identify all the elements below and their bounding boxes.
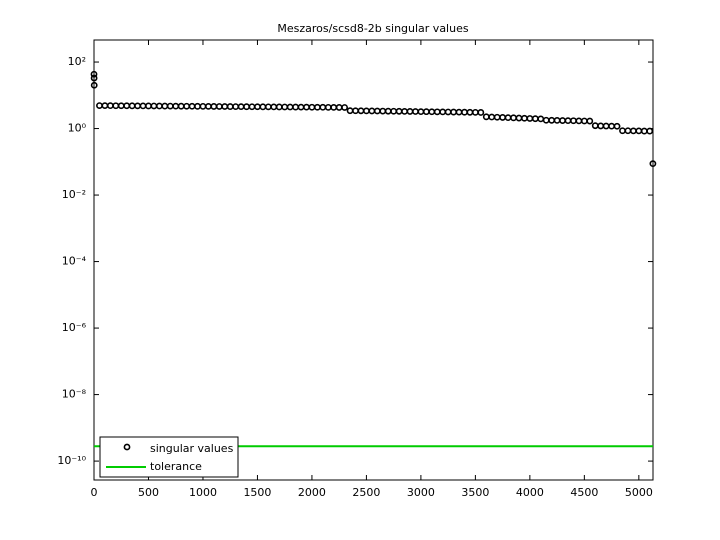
x-tick-label: 500 — [138, 486, 159, 499]
y-tick-label: 10² — [68, 55, 86, 68]
chart-title: Meszaros/scsd8-2b singular values — [277, 22, 468, 35]
y-tick-label: 10⁻⁸ — [62, 388, 87, 401]
y-tick-label: 10⁻⁴ — [62, 255, 87, 268]
x-tick-label: 1500 — [243, 486, 271, 499]
legend-box — [99, 436, 239, 478]
y-tick-label: 10⁰ — [68, 122, 87, 135]
x-tick-label: 4000 — [516, 486, 544, 499]
point — [649, 160, 657, 168]
point — [90, 70, 98, 78]
legend-marker — [123, 443, 131, 451]
point — [477, 109, 485, 116]
legend-label: tolerance — [150, 460, 202, 473]
y-tick-label: 10⁻² — [62, 188, 86, 201]
point — [586, 117, 594, 125]
legend-label: singular values — [150, 442, 234, 455]
x-tick-label: 0 — [91, 486, 98, 499]
x-tick-label: 4500 — [570, 486, 598, 499]
point — [613, 122, 621, 130]
point — [341, 104, 349, 111]
point — [90, 74, 98, 82]
point — [90, 81, 98, 89]
x-tick-label: 5000 — [625, 486, 653, 499]
x-tick-label: 1000 — [189, 486, 217, 499]
point — [646, 127, 654, 135]
y-tick-label: 10⁻¹⁰ — [57, 454, 86, 467]
x-tick-label: 2000 — [298, 486, 326, 499]
y-tick-label: 10⁻⁶ — [62, 321, 87, 334]
x-tick-label: 3500 — [461, 486, 489, 499]
x-tick-label: 2500 — [352, 486, 380, 499]
x-tick-label: 3000 — [407, 486, 435, 499]
